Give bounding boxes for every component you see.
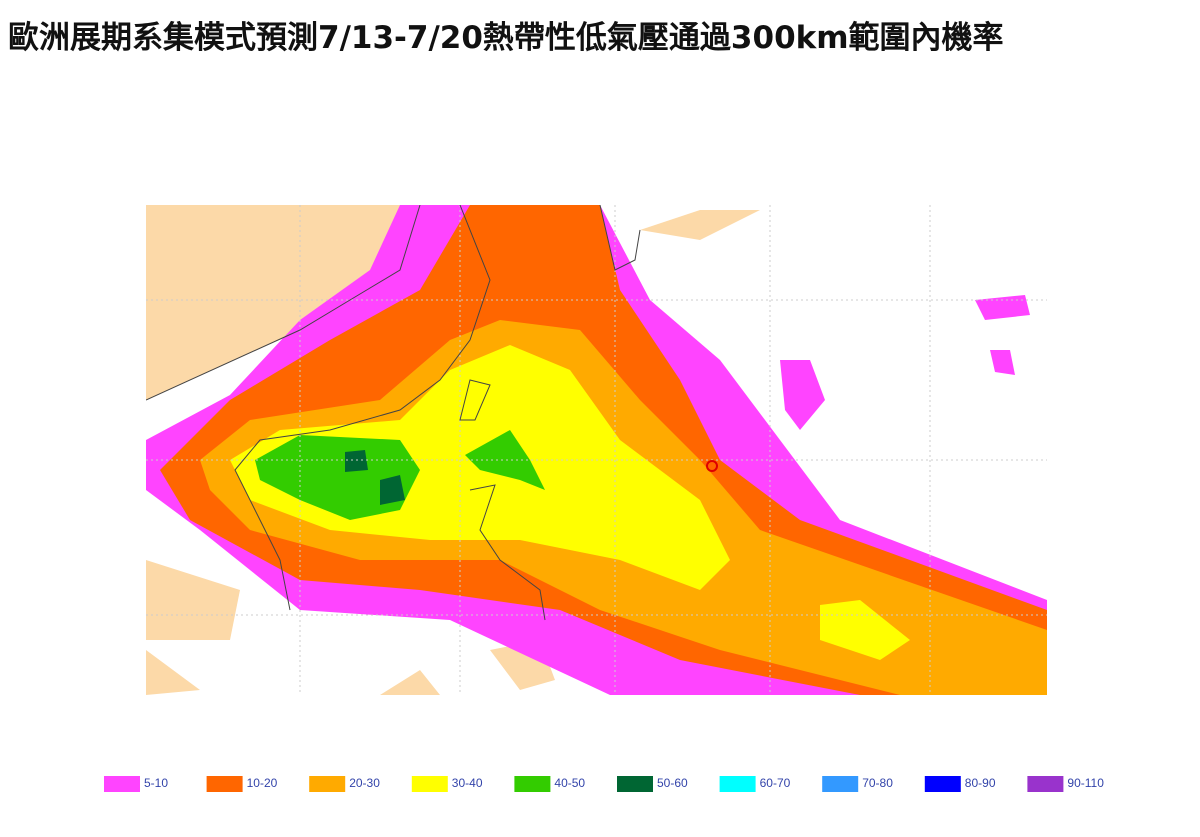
land — [146, 205, 420, 400]
legend-label: 80-90 — [965, 776, 996, 790]
legend-label: 10-20 — [247, 776, 278, 790]
legend-swatch — [1027, 776, 1064, 792]
legend-swatch — [822, 776, 859, 792]
legend-label: 50-60 — [657, 776, 688, 790]
title: 歐洲展期系集模式預測7/13-7/20熱帶性低氣壓通過300km範圍內機率 — [8, 20, 1004, 56]
coastline — [146, 205, 641, 621]
legend-label: 5-10 — [144, 776, 168, 790]
legend-swatch — [309, 776, 346, 792]
legend-swatch — [411, 776, 448, 792]
legend-label: 70-80 — [862, 776, 893, 790]
legend-swatch — [719, 776, 756, 792]
marker — [706, 460, 718, 472]
legend-label: 60-70 — [760, 776, 791, 790]
prob-30-40 — [230, 345, 910, 660]
legend-swatch — [924, 776, 961, 792]
legend-label: 40-50 — [554, 776, 585, 790]
prob-50-60 — [345, 450, 405, 505]
legend-label: 20-30 — [349, 776, 380, 790]
legend-label: 30-40 — [452, 776, 483, 790]
grid — [146, 205, 1047, 695]
legend: 5-10 10-20 20-30 30-40 40-50 50-60 60-70 70-80 8… — [104, 776, 1104, 792]
map-area — [146, 205, 1047, 695]
legend-label: 90-110 — [1067, 776, 1104, 790]
prob-5-10 — [780, 295, 1030, 430]
legend-swatch — [514, 776, 551, 792]
legend-swatch — [206, 776, 243, 792]
legend-swatch — [104, 776, 140, 792]
legend-swatch — [617, 776, 653, 792]
